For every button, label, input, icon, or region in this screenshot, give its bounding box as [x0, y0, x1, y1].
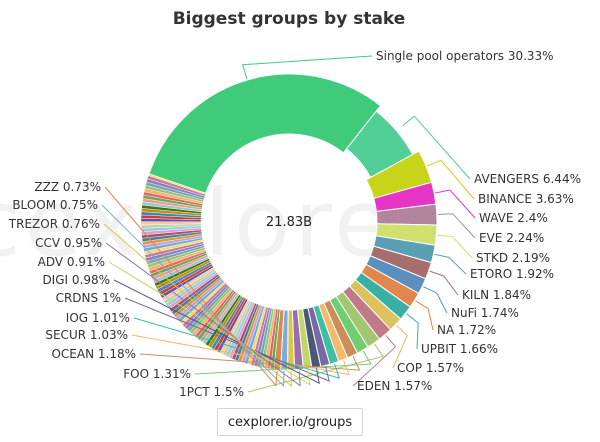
leader-line-digi [113, 279, 320, 385]
leader-line-secur [131, 334, 350, 376]
leader-line-wave [435, 189, 476, 219]
slice-label-bloom: BLOOM 0.75% [12, 198, 98, 212]
leader-line-adv [108, 261, 311, 386]
leader-line-bloom [101, 204, 285, 388]
leader-line-eve [437, 213, 476, 239]
slice-label-wave: WAVE 2.4% [479, 211, 548, 225]
leader-line-nufi [423, 286, 448, 314]
source-link[interactable]: cexplorer.io/groups [217, 408, 363, 436]
slice-label-nufi: NuFi 1.74% [451, 306, 519, 320]
leader-lines-group [101, 55, 476, 393]
slice-label-avengers: AVENGERS 6.44% [474, 172, 581, 186]
slice-label-kiln: KILN 1.84% [462, 288, 531, 302]
slice-label-1pct: 1PCT 1.5% [179, 385, 244, 399]
slices-group [140, 73, 438, 371]
leader-line-cop [392, 324, 408, 369]
slice-label-secur: SECUR 1.03% [45, 328, 128, 342]
slice-label-na: NA 1.72% [437, 323, 496, 337]
slice-single-pool-operators[interactable] [148, 73, 382, 194]
slice-label-iog: IOG 1.01% [66, 311, 130, 325]
slice-label-ccv: CCV 0.95% [35, 236, 102, 250]
leader-line-iog [133, 317, 340, 379]
center-total-label: 21.83B [266, 215, 312, 230]
leader-line-binance [426, 159, 475, 200]
slice-label-eden: EDEN 1.57% [357, 379, 432, 393]
leader-line-stkd [437, 234, 473, 259]
leader-line-kiln [429, 270, 459, 296]
leader-line-avengers [402, 115, 471, 180]
slice-label-trezor: TREZOR 0.76% [8, 217, 100, 231]
slice-label-etoro: ETORO 1.92% [470, 267, 554, 281]
slice-label-upbit: UPBIT 1.66% [421, 342, 498, 356]
leader-line-zzz [104, 186, 278, 387]
slice-label-digi: DIGI 0.98% [42, 273, 110, 287]
slice-label-ocean: OCEAN 1.18% [51, 347, 136, 361]
leader-line-eden [352, 334, 397, 387]
leader-line-upbit [406, 313, 419, 350]
slice-label-binance: BINANCE 3.63% [478, 192, 574, 206]
slice-label-foo: FOO 1.31% [123, 367, 191, 381]
leader-line-foo [194, 350, 372, 375]
slice-label-zzz: ZZZ 0.73% [34, 180, 101, 194]
leader-line-etoro [434, 253, 467, 275]
slice-label-single-pool-operators: Single pool operators 30.33% [376, 49, 554, 63]
leader-line-na [415, 300, 434, 331]
slice-label-cop: COP 1.57% [397, 361, 464, 375]
watermark: cexplorer [0, 170, 437, 277]
slice-label-stkd: STKD 2.19% [476, 251, 550, 265]
leader-line-single-pool-operators [242, 55, 373, 80]
chart-title: Biggest groups by stake [173, 9, 406, 29]
slice-label-eve: EVE 2.24% [479, 231, 544, 245]
slice-other-group[interactable] [148, 173, 207, 195]
leader-line-crdns [124, 297, 330, 382]
leader-line-trezor [103, 223, 292, 388]
leader-line-ccv [105, 242, 301, 387]
slice-labels-group: Single pool operators 30.33% AVENGERS 6.4… [8, 49, 581, 399]
slice-label-crdns: CRDNS 1% [56, 291, 121, 305]
slice-label-adv: ADV 0.91% [38, 255, 105, 269]
leader-line-ocean [139, 353, 361, 371]
